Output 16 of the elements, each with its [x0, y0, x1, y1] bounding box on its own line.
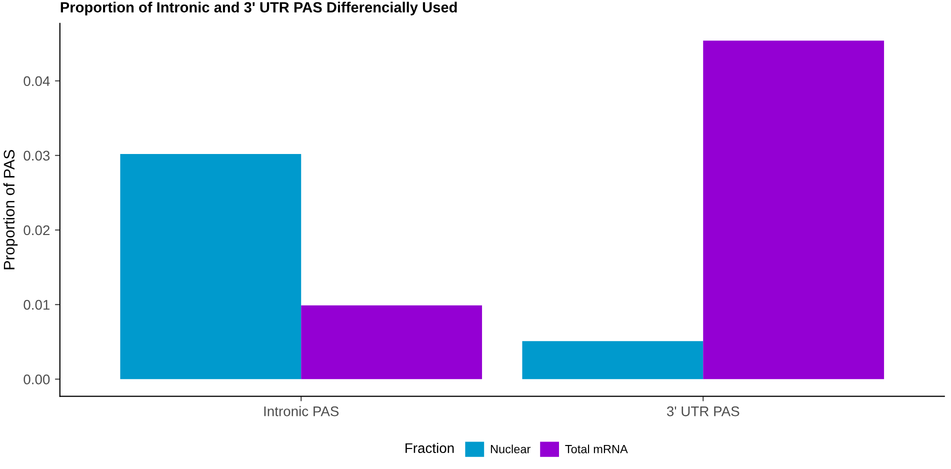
legend-label: Nuclear: [490, 444, 530, 454]
y-tick-label: 0.01: [24, 300, 50, 310]
legend-title: Fraction: [406, 442, 454, 454]
bar: [120, 154, 302, 380]
chart-title: Proportion of Intronic and 3' UTR PAS Differencially Used: [60, 2, 457, 16]
bar: [301, 305, 482, 380]
y-tick-label: 0.00: [24, 374, 50, 384]
bar: [522, 341, 704, 380]
legend-label: Total mRNA: [565, 444, 628, 454]
x-tick-label: Intronic PAS: [264, 406, 339, 416]
y-axis-title: Proportion of PAS: [3, 150, 18, 270]
bar: [703, 40, 884, 380]
y-tick-label: 0.02: [24, 225, 50, 236]
y-tick-label: 0.04: [24, 76, 50, 86]
y-tick-label: 0.03: [24, 150, 50, 161]
x-tick-label: 3' UTR PAS: [666, 406, 740, 416]
